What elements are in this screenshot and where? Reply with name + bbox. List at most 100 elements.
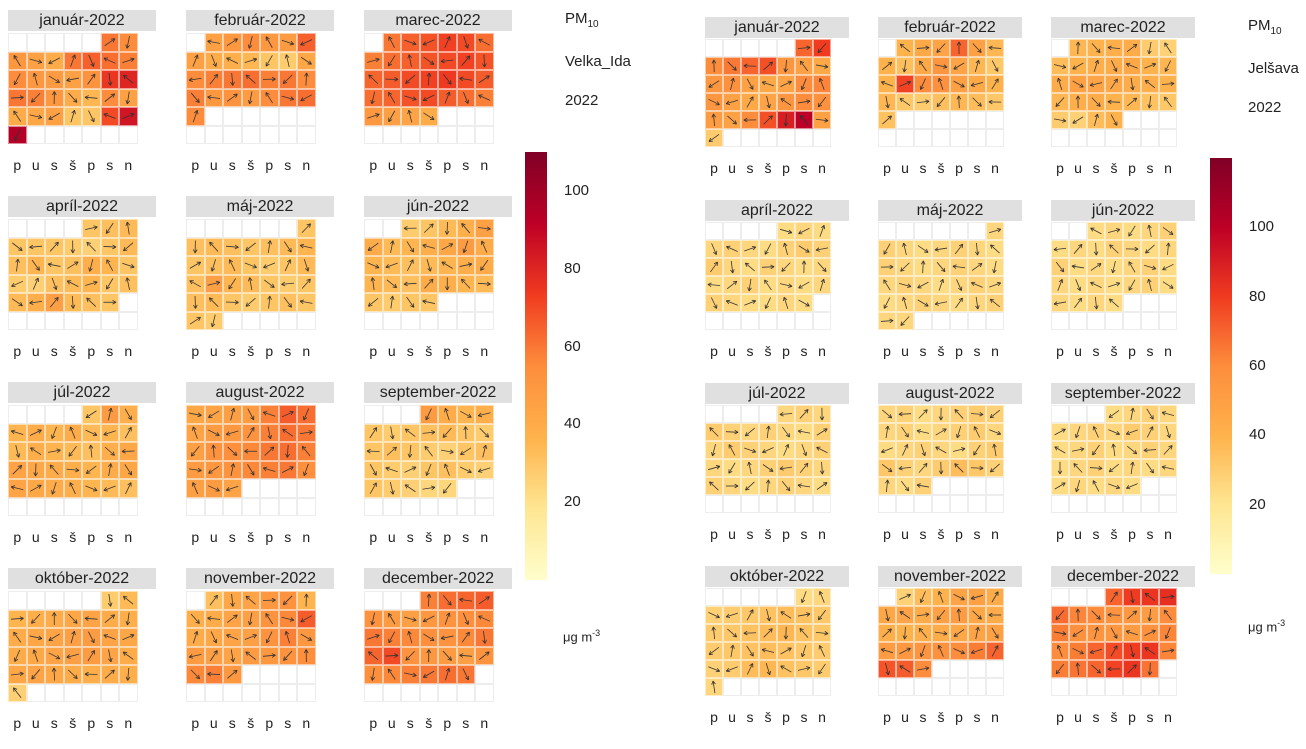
empty-cell xyxy=(950,222,968,240)
empty-cell xyxy=(63,219,82,238)
day-cell xyxy=(896,459,914,477)
month-grid xyxy=(705,39,831,147)
day-cell xyxy=(795,276,813,294)
empty-cell xyxy=(401,405,420,424)
day-cell xyxy=(759,441,777,459)
day-cell xyxy=(777,405,795,423)
empty-cell xyxy=(82,33,101,52)
empty-cell xyxy=(45,591,64,610)
day-cell xyxy=(777,57,795,75)
empty-cell xyxy=(456,293,475,312)
day-cell xyxy=(723,606,741,624)
empty-cell xyxy=(1087,129,1105,147)
empty-cell xyxy=(241,107,260,126)
empty-cell xyxy=(741,312,759,330)
weekday-label: p xyxy=(369,529,378,545)
day-cell xyxy=(705,606,723,624)
day-cell xyxy=(475,219,494,238)
day-cell xyxy=(82,107,101,126)
empty-cell xyxy=(741,222,759,240)
weekday-label: s xyxy=(228,343,236,359)
weekday-label: s xyxy=(462,157,470,173)
day-cell xyxy=(278,237,297,256)
empty-cell xyxy=(932,660,950,678)
day-cell xyxy=(119,107,138,126)
month-title: január-2022 xyxy=(8,10,156,31)
day-cell xyxy=(759,111,777,129)
day-cell xyxy=(278,423,297,442)
empty-cell xyxy=(1141,477,1159,495)
month-title: september-2022 xyxy=(364,382,512,403)
day-cell xyxy=(63,293,82,312)
colorbar-tick-label: 40 xyxy=(1249,426,1266,444)
day-cell xyxy=(419,107,438,126)
day-cell xyxy=(723,660,741,678)
day-cell xyxy=(364,237,383,256)
day-cell xyxy=(1123,93,1141,111)
day-cell xyxy=(705,678,723,696)
empty-cell xyxy=(419,497,438,516)
day-cell xyxy=(878,57,896,75)
day-cell xyxy=(401,460,420,479)
day-cell xyxy=(759,258,777,276)
day-cell xyxy=(100,70,119,89)
empty-cell xyxy=(278,125,297,144)
month-grid xyxy=(878,39,1004,147)
day-cell xyxy=(26,70,45,89)
day-cell xyxy=(186,51,205,70)
day-cell xyxy=(297,293,316,312)
pollutant-subscript: 10 xyxy=(1270,26,1282,37)
empty-cell xyxy=(382,311,401,330)
weekday-label: u xyxy=(387,529,396,545)
weekday-label: n xyxy=(991,526,999,542)
day-cell xyxy=(119,33,138,52)
empty-cell xyxy=(260,497,279,516)
day-cell xyxy=(777,624,795,642)
weekday-label: p xyxy=(883,343,891,359)
day-cell xyxy=(1141,459,1159,477)
day-cell xyxy=(759,660,777,678)
day-cell xyxy=(186,70,205,89)
weekday-label: n xyxy=(991,709,999,725)
day-cell xyxy=(8,665,27,684)
day-cell xyxy=(878,423,896,441)
month-title: január-2022 xyxy=(705,17,849,38)
empty-cell xyxy=(914,678,932,696)
day-cell xyxy=(759,294,777,312)
day-cell xyxy=(813,258,831,276)
day-cell xyxy=(45,609,64,628)
day-cell xyxy=(63,609,82,628)
month-grid xyxy=(8,219,138,330)
day-cell xyxy=(475,609,494,628)
day-cell xyxy=(723,93,741,111)
weekday-label: u xyxy=(209,343,218,359)
day-cell xyxy=(1123,624,1141,642)
day-cell xyxy=(45,51,64,70)
weekday-label: š xyxy=(69,157,77,173)
day-cell xyxy=(419,591,438,610)
empty-cell xyxy=(456,125,475,144)
colorbar-tick-label: 80 xyxy=(564,259,581,277)
colorbar-tick-label: 60 xyxy=(1249,357,1266,374)
day-cell xyxy=(813,441,831,459)
day-cell xyxy=(1051,624,1069,642)
weekday-label: n xyxy=(991,160,999,176)
weekday-label: n xyxy=(302,343,311,359)
day-cell xyxy=(260,609,279,628)
empty-cell xyxy=(63,125,82,144)
day-cell xyxy=(1087,276,1105,294)
day-cell xyxy=(382,70,401,89)
day-cell xyxy=(1087,477,1105,495)
day-cell xyxy=(438,219,457,238)
weekday-label: š xyxy=(69,343,77,359)
empty-cell xyxy=(1159,495,1177,513)
day-cell xyxy=(438,423,457,442)
day-cell xyxy=(119,460,138,479)
weekday-label: s xyxy=(1146,709,1154,725)
empty-cell xyxy=(932,222,950,240)
day-cell xyxy=(456,442,475,461)
day-cell xyxy=(82,628,101,647)
weekday-label: s xyxy=(462,715,470,731)
day-cell xyxy=(777,240,795,258)
day-cell xyxy=(223,460,242,479)
